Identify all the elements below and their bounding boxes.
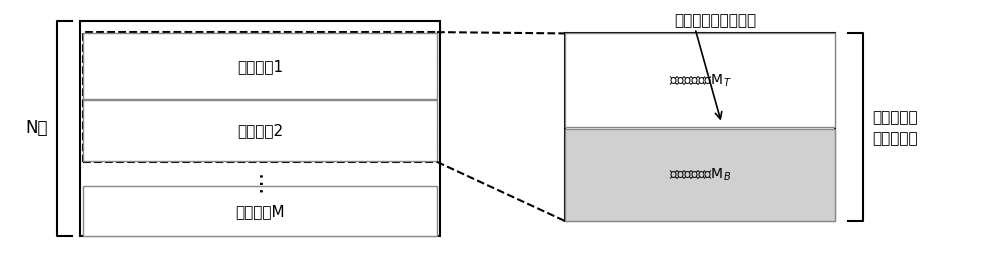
Text: 有机单晶薄膜M$_T$: 有机单晶薄膜M$_T$ (669, 72, 731, 88)
FancyBboxPatch shape (83, 33, 437, 99)
Text: 有机单晶1: 有机单晶1 (237, 59, 283, 74)
Text: ⋯: ⋯ (250, 170, 270, 192)
FancyBboxPatch shape (565, 128, 835, 221)
FancyBboxPatch shape (565, 33, 835, 127)
Text: 有机单晶高
效耦合单元: 有机单晶高 效耦合单元 (872, 111, 918, 146)
FancyBboxPatch shape (83, 186, 437, 236)
Text: 有机单晶异质结界面: 有机单晶异质结界面 (674, 13, 756, 28)
FancyBboxPatch shape (80, 21, 440, 236)
FancyBboxPatch shape (565, 33, 835, 221)
Text: 有机单晶M: 有机单晶M (235, 204, 285, 219)
Text: 有机单晶2: 有机单晶2 (237, 123, 283, 138)
Text: N层: N层 (26, 120, 48, 137)
FancyBboxPatch shape (83, 100, 437, 161)
Text: 有机单晶薄膜M$_B$: 有机单晶薄膜M$_B$ (669, 167, 731, 183)
